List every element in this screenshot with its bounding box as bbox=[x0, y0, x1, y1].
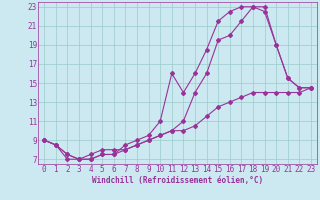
X-axis label: Windchill (Refroidissement éolien,°C): Windchill (Refroidissement éolien,°C) bbox=[92, 176, 263, 185]
